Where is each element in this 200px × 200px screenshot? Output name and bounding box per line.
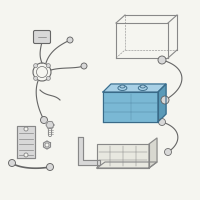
Polygon shape bbox=[44, 141, 50, 149]
Circle shape bbox=[34, 76, 38, 80]
Circle shape bbox=[8, 160, 16, 166]
Circle shape bbox=[45, 143, 49, 147]
Circle shape bbox=[34, 64, 38, 68]
Circle shape bbox=[81, 63, 87, 69]
Polygon shape bbox=[97, 144, 149, 168]
FancyBboxPatch shape bbox=[34, 30, 50, 44]
Circle shape bbox=[46, 164, 54, 170]
Polygon shape bbox=[78, 137, 100, 165]
Polygon shape bbox=[158, 84, 166, 122]
Ellipse shape bbox=[120, 85, 125, 88]
Circle shape bbox=[24, 127, 28, 131]
Circle shape bbox=[46, 64, 50, 68]
Circle shape bbox=[24, 153, 28, 157]
Ellipse shape bbox=[138, 86, 147, 90]
Polygon shape bbox=[46, 122, 54, 128]
Circle shape bbox=[161, 96, 169, 104]
Polygon shape bbox=[17, 126, 35, 158]
Ellipse shape bbox=[140, 85, 145, 88]
Circle shape bbox=[40, 116, 48, 123]
Circle shape bbox=[164, 148, 172, 156]
Polygon shape bbox=[97, 162, 157, 168]
Polygon shape bbox=[103, 92, 158, 122]
Circle shape bbox=[46, 76, 50, 80]
Circle shape bbox=[158, 118, 166, 126]
Ellipse shape bbox=[118, 86, 127, 90]
Polygon shape bbox=[149, 138, 157, 168]
Circle shape bbox=[158, 56, 166, 64]
Circle shape bbox=[67, 37, 73, 43]
Polygon shape bbox=[103, 84, 166, 92]
